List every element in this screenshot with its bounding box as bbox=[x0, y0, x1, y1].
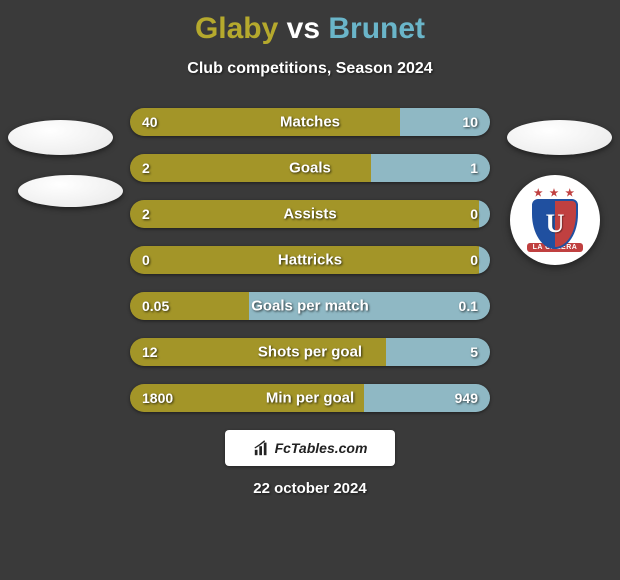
stat-value-left: 2 bbox=[142, 160, 150, 176]
brand-text: FcTables.com bbox=[275, 440, 368, 456]
badge-shield-icon: U bbox=[532, 199, 578, 249]
comparison-card: Glaby vs Brunet Club competitions, Seaso… bbox=[0, 0, 620, 580]
stat-value-right: 5 bbox=[470, 344, 478, 360]
stat-label: Matches bbox=[130, 114, 490, 131]
stat-value-right: 0 bbox=[470, 252, 478, 268]
footer-date: 22 october 2024 bbox=[0, 480, 620, 497]
page-title: Glaby vs Brunet bbox=[0, 12, 620, 46]
badge-stars-icon: ★ ★ ★ bbox=[534, 188, 576, 199]
stat-bar-row: Hattricks0 0 bbox=[130, 246, 490, 274]
stat-bar-row: Goals per match0.05 0.1 bbox=[130, 292, 490, 320]
player1-avatar-placeholder bbox=[8, 120, 113, 155]
badge-letter: U bbox=[546, 209, 565, 239]
stat-value-right: 10 bbox=[462, 114, 478, 130]
stat-value-right: 0 bbox=[470, 206, 478, 222]
brand-chart-icon bbox=[253, 439, 271, 457]
stat-bars: Matches4010Goals21Assists20Hattricks00Go… bbox=[130, 108, 490, 412]
stat-value-left: 1800 bbox=[142, 390, 173, 406]
stat-bar-row: Shots per goal12 5 bbox=[130, 338, 490, 366]
player2-name: Brunet bbox=[328, 12, 425, 45]
stat-value-right: 0.1 bbox=[459, 298, 478, 314]
stat-value-left: 12 bbox=[142, 344, 158, 360]
stat-label: Goals per match bbox=[130, 298, 490, 315]
player2-avatar-placeholder bbox=[507, 120, 612, 155]
brand-badge: FcTables.com bbox=[225, 430, 395, 466]
player1-name: Glaby bbox=[195, 12, 278, 45]
stat-value-left: 40 bbox=[142, 114, 158, 130]
vs-label: vs bbox=[287, 12, 320, 45]
stat-bar-row: Goals2 1 bbox=[130, 154, 490, 182]
stat-value-left: 2 bbox=[142, 206, 150, 222]
stat-label: Goals bbox=[130, 160, 490, 177]
stat-value-left: 0.05 bbox=[142, 298, 169, 314]
stat-bar-row: Assists2 0 bbox=[130, 200, 490, 228]
player2-club-badge: ★ ★ ★ U LA CALERA bbox=[510, 175, 600, 265]
stat-label: Assists bbox=[130, 206, 490, 223]
stat-bar-row: Min per goal1800 949 bbox=[130, 384, 490, 412]
stat-bar-row: Matches40 10 bbox=[130, 108, 490, 136]
subtitle: Club competitions, Season 2024 bbox=[0, 60, 620, 78]
stat-label: Shots per goal bbox=[130, 344, 490, 361]
stat-label: Min per goal bbox=[130, 390, 490, 407]
stat-value-left: 0 bbox=[142, 252, 150, 268]
stat-value-right: 949 bbox=[455, 390, 478, 406]
stat-label: Hattricks bbox=[130, 252, 490, 269]
player1-club-placeholder bbox=[18, 175, 123, 207]
stat-value-right: 1 bbox=[470, 160, 478, 176]
